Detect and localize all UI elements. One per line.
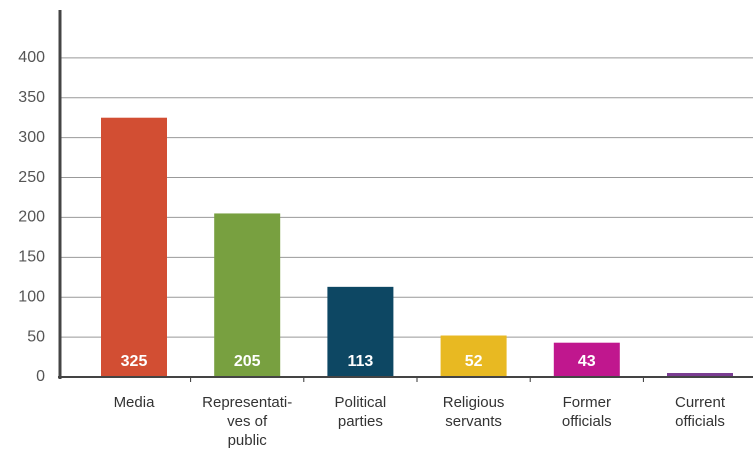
y-tick-label: 100 xyxy=(18,288,45,305)
x-tick-label: Religious servants xyxy=(442,394,505,430)
value-label: 205 xyxy=(234,353,261,370)
y-tick-label: 250 xyxy=(18,169,45,186)
x-tick-label: Former officials xyxy=(561,394,612,430)
y-tick-label: 0 xyxy=(36,368,45,385)
y-tick-label: 50 xyxy=(27,328,45,345)
y-tick-label: 200 xyxy=(18,209,45,226)
bar xyxy=(440,335,507,377)
y-tick-label: 300 xyxy=(18,129,45,146)
bar xyxy=(667,373,733,377)
bar xyxy=(101,117,167,378)
x-tick-label: Representati- ves of public xyxy=(202,394,293,449)
value-label: 43 xyxy=(578,353,596,370)
value-label: 5 xyxy=(696,353,705,370)
x-tick-label: Current officials xyxy=(674,394,726,430)
bar xyxy=(327,286,394,377)
x-tick-label: Political parties xyxy=(334,394,387,430)
value-label: 113 xyxy=(347,353,373,370)
value-label: 52 xyxy=(465,353,483,370)
y-tick-label: 150 xyxy=(18,249,45,266)
bar xyxy=(214,213,281,377)
value-label: 325 xyxy=(121,353,148,370)
y-tick-label: 400 xyxy=(18,49,45,66)
x-tick-label: Media xyxy=(113,394,155,411)
y-tick-label: 350 xyxy=(18,89,45,106)
bar xyxy=(553,342,620,377)
